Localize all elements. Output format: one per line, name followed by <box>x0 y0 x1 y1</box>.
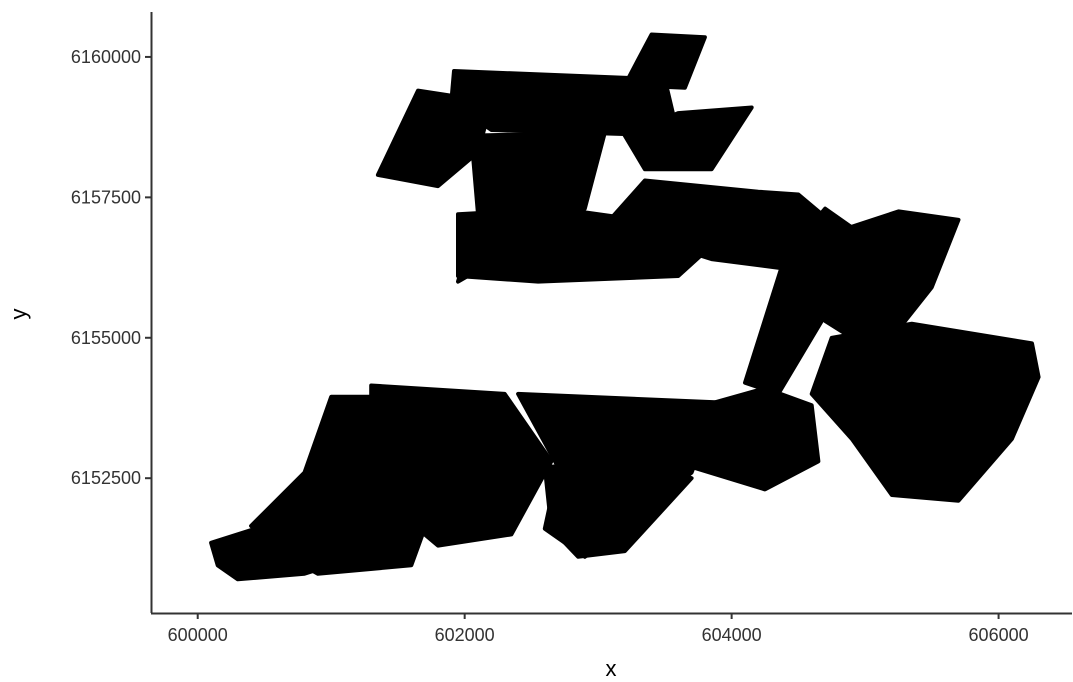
data-points <box>209 32 1041 582</box>
x-tick-label: 602000 <box>435 625 495 645</box>
point-cluster-east-wing <box>823 209 961 357</box>
point-cluster-east-block <box>809 321 1041 503</box>
y-tick-label: 6152500 <box>71 468 141 488</box>
x-tick-label: 604000 <box>702 625 762 645</box>
x-tick-label: 600000 <box>168 625 228 645</box>
point-cluster-south-mid-lower <box>542 459 694 559</box>
y-tick-label: 6157500 <box>71 187 141 207</box>
y-tick-label: 6155000 <box>71 328 141 348</box>
y-axis-title: y <box>6 309 31 320</box>
y-axis-ticks: 6152500 6155000 6157500 6160000 <box>71 47 151 488</box>
point-cluster-north-right-angled <box>622 105 754 172</box>
point-cluster-south-west-tail <box>209 523 360 582</box>
x-tick-label: 606000 <box>969 625 1029 645</box>
x-axis-title: x <box>606 656 617 681</box>
y-tick-label: 6160000 <box>71 47 141 67</box>
x-axis-ticks: 600000 602000 604000 606000 <box>168 613 1029 645</box>
point-cluster-north-spike <box>622 32 707 90</box>
